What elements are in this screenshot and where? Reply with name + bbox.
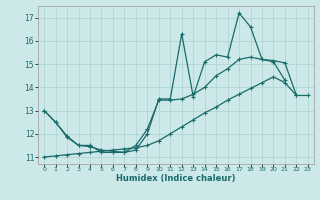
X-axis label: Humidex (Indice chaleur): Humidex (Indice chaleur)	[116, 174, 236, 183]
